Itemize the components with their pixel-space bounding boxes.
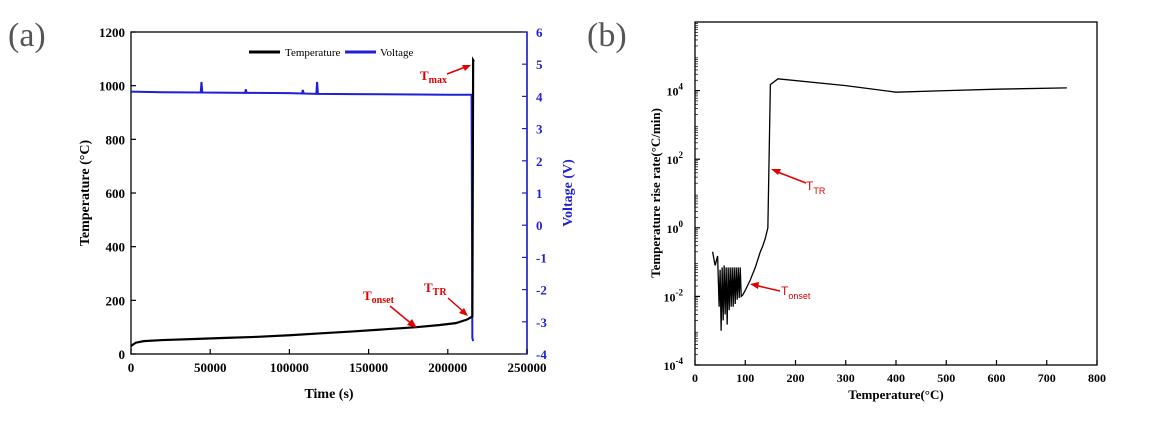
panel-a: (a) 0 50000 100000 150000 200000 250000 0 200 4…	[8, 17, 576, 402]
annotation-tmax-arrowhead	[462, 65, 471, 71]
panel-b-y-ticks: 10-4 10-2 100 102 104	[664, 23, 700, 373]
a-y2-tick-label: -3	[536, 315, 547, 330]
b-x-tick-label: 100	[736, 371, 754, 385]
a-y2-tick-label: 1	[536, 186, 543, 201]
panel-a-plot-frame	[130, 31, 528, 355]
panel-a-annotations: Tmax TTR Tonset	[363, 65, 471, 328]
a-y-tick-label: 200	[106, 293, 126, 308]
legend-temperature-label: Temperature	[285, 47, 341, 59]
panel-b-plot-frame	[694, 21, 1098, 366]
b-x-tick-label: 300	[837, 371, 855, 385]
panel-b-y-axis-label: Temperature rise rate(°C/min)	[648, 108, 663, 278]
b-y-tick-label: 10-4	[664, 356, 684, 373]
a-y2-tick-label: 4	[536, 89, 543, 104]
annotation-tonset-arrowhead	[407, 319, 417, 328]
panel-a-y-axis-label: Temperature (°C)	[78, 140, 93, 247]
a-x-tick-label: 150000	[349, 360, 388, 375]
b-x-tick-label: 500	[937, 371, 955, 385]
annotation-b-ttr-arrowhead	[771, 169, 781, 175]
panel-a-x-ticks: 0 50000 100000 150000 200000 250000	[128, 349, 547, 375]
b-x-tick-label: 0	[692, 371, 698, 385]
a-x-tick-label: 200000	[428, 360, 467, 375]
panel-b: (b) 0 100 200 300 400 500 600 700 800 10-410-210…	[587, 17, 1106, 402]
b-y-tick-label: 100	[667, 219, 684, 236]
a-y2-tick-label: 2	[536, 154, 543, 169]
panel-b-annotations: TTR Tonset	[750, 169, 826, 301]
a-y2-tick-label: 5	[536, 57, 543, 72]
annotation-b-ttr-arrow	[774, 170, 807, 184]
a-x-tick-label: 100000	[270, 360, 309, 375]
b-x-tick-label: 800	[1088, 371, 1106, 385]
b-y-tick-label: 10-2	[664, 287, 684, 304]
panel-a-label: (a)	[8, 17, 46, 54]
annotation-ttr: TTR	[424, 280, 447, 298]
b-x-tick-label: 200	[787, 371, 805, 385]
panel-a-x-axis-label: Time (s)	[304, 387, 353, 402]
a-y2-tick-label: 0	[536, 218, 543, 233]
b-x-tick-label: 700	[1038, 371, 1056, 385]
annotation-ttr-arrowhead	[459, 308, 468, 316]
a-y-tick-label: 400	[106, 240, 126, 255]
a-x-tick-label: 250000	[508, 360, 547, 375]
voltage-series-line	[130, 81, 475, 342]
panel-a-y-ticks: 0 200 400 600 800 1000 1200	[99, 25, 136, 362]
a-y2-tick-label: -1	[536, 250, 547, 265]
panel-b-label: (b)	[587, 17, 627, 54]
panel-b-x-axis-label: Temperature(°C)	[848, 387, 943, 402]
a-y2-tick-label: -4	[536, 347, 547, 362]
a-x-tick-label: 0	[128, 360, 135, 375]
a-y-tick-label: 0	[119, 347, 126, 362]
panel-b-x-ticks: 0 100 200 300 400 500 600 700 800	[692, 360, 1106, 385]
b-y-tick-label: 102	[667, 150, 684, 167]
b-x-tick-label: 400	[887, 371, 905, 385]
a-y-tick-label: 800	[106, 132, 126, 147]
rise-rate-series-line	[711, 78, 1067, 331]
annotation-tonset: Tonset	[363, 288, 395, 306]
panel-a-y2-ticks: -4 -3 -2 -1 0 1 2 3 4 5 6	[522, 25, 547, 362]
annotation-b-tonset-arrowhead	[750, 282, 759, 289]
a-y-tick-label: 1200	[99, 25, 125, 40]
temperature-series-line	[130, 56, 475, 347]
a-y2-tick-label: 6	[536, 25, 543, 40]
panel-a-legend: Temperature Voltage	[249, 47, 414, 59]
a-y-tick-label: 1000	[99, 79, 125, 94]
a-y2-tick-label: -2	[536, 283, 547, 298]
a-y2-tick-label: 3	[536, 122, 543, 137]
a-y-tick-label: 600	[106, 186, 126, 201]
b-x-tick-label: 600	[988, 371, 1006, 385]
b-y-tick-label: 104	[667, 82, 684, 99]
annotation-tmax: Tmax	[420, 68, 447, 86]
a-x-tick-label: 50000	[194, 360, 227, 375]
panel-a-y2-axis-label: Voltage (V)	[561, 159, 576, 227]
annotation-b-tonset: Tonset	[781, 284, 811, 301]
annotation-tonset-arrow	[389, 305, 414, 326]
legend-voltage-label: Voltage	[380, 47, 414, 59]
annotation-b-ttr: TTR	[806, 179, 826, 196]
